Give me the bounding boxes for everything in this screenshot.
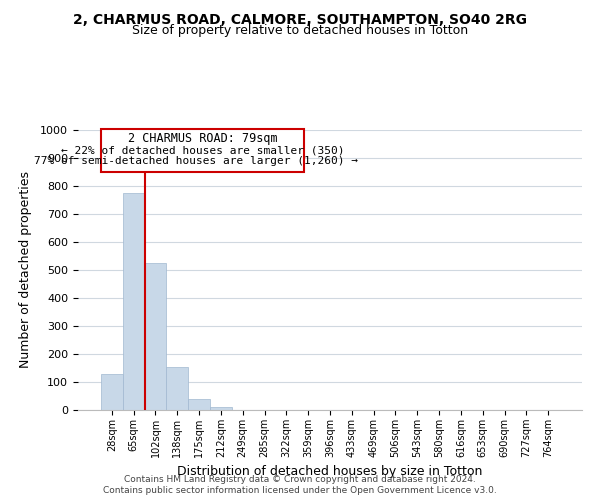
Bar [210,407,232,410]
Text: 2 CHARMUS ROAD: 79sqm: 2 CHARMUS ROAD: 79sqm [128,132,277,145]
Text: Contains public sector information licensed under the Open Government Licence v3: Contains public sector information licen… [103,486,497,495]
Bar [166,366,188,410]
Y-axis label: Number of detached properties: Number of detached properties [19,172,32,368]
X-axis label: Distribution of detached houses by size in Totton: Distribution of detached houses by size … [178,466,482,478]
Text: Contains HM Land Registry data © Crown copyright and database right 2024.: Contains HM Land Registry data © Crown c… [124,475,476,484]
Text: 2, CHARMUS ROAD, CALMORE, SOUTHAMPTON, SO40 2RG: 2, CHARMUS ROAD, CALMORE, SOUTHAMPTON, S… [73,12,527,26]
Text: ← 22% of detached houses are smaller (350): ← 22% of detached houses are smaller (35… [61,145,344,155]
Bar [145,263,166,410]
FancyBboxPatch shape [101,128,304,172]
Text: Size of property relative to detached houses in Totton: Size of property relative to detached ho… [132,24,468,37]
Bar [188,399,210,410]
Text: 77% of semi-detached houses are larger (1,260) →: 77% of semi-detached houses are larger (… [34,156,358,166]
Bar [101,374,123,410]
Bar [123,193,145,410]
